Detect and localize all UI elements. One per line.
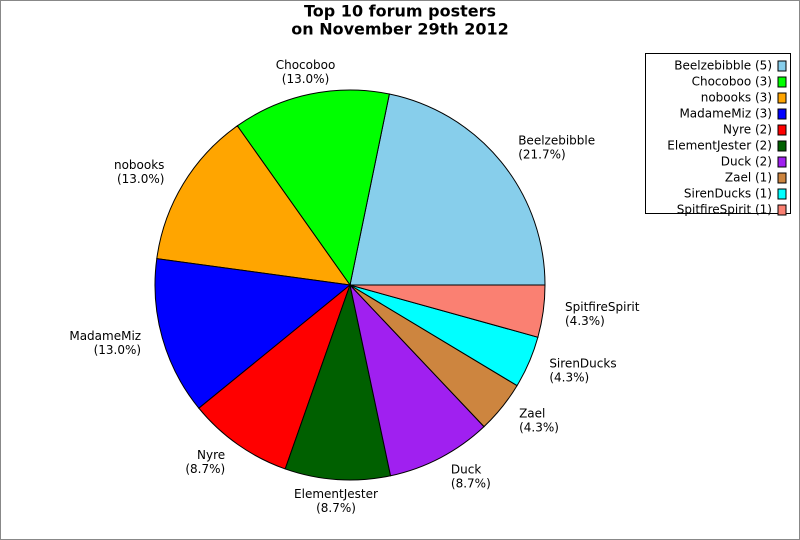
legend-label: Beelzebibble (5) [674,59,772,73]
legend-box [645,53,791,214]
legend-label: Chocoboo (3) [692,75,772,89]
slice-value-label: (13.0%) [117,172,164,186]
slice-value-label: (4.3%) [565,314,605,328]
pie-slice [349,93,546,286]
legend-label: Duck (2) [721,155,772,169]
legend-label: Nyre (2) [723,123,772,137]
slice-value-label: (4.3%) [549,370,589,384]
slice-value-label: (13.0%) [282,72,329,86]
slice-value-label: (8.7%) [451,477,491,491]
pie-slice [284,283,392,481]
legend-swatch [777,156,787,168]
legend-label: ElementJester (2) [667,139,772,153]
legend-swatch [777,172,787,184]
slice-value-label: (4.3%) [519,421,559,435]
legend-swatch [777,108,787,120]
slice-label: nobooks [114,158,164,172]
legend-swatch [777,188,787,200]
legend-label: SpitfireSpirit (1) [677,203,772,217]
pie-slice [156,125,352,286]
pie-slice [154,258,352,409]
slice-label: MadameMiz [69,329,141,343]
legend-swatch [777,140,787,152]
slice-value-label: (13.0%) [94,343,141,357]
slice-label: SirenDucks [549,356,616,370]
pie-slice [349,283,485,477]
legend-label: nobooks (3) [701,91,772,105]
legend-label: Zael (1) [725,171,772,185]
legend-swatch [777,60,787,72]
slice-label: Duck [451,463,481,477]
pie-slice [349,284,546,338]
slice-label: Zael [519,407,545,421]
slice-label: ElementJester [294,487,378,501]
chart-subtitle: on November 29th 2012 [291,20,508,39]
slice-label: Chocoboo [276,58,336,72]
slice-label: Nyre [197,448,225,462]
legend-label: MadameMiz (3) [679,107,772,121]
legend-label: SirenDucks (1) [684,187,772,201]
slice-label: SpitfireSpirit [565,300,640,314]
legend-swatch [777,92,787,104]
slice-value-label: (8.7%) [185,462,225,476]
chart-title: Top 10 forum posters [304,2,496,21]
slice-value-label: (21.7%) [518,147,565,161]
pie-slice [198,283,352,470]
slice-value-label: (8.7%) [316,501,356,515]
legend-swatch [777,124,787,136]
legend-swatch [777,76,787,88]
legend-swatch [777,204,787,216]
slice-label: Beelzebibble [518,133,595,147]
pie-slice [236,89,390,287]
